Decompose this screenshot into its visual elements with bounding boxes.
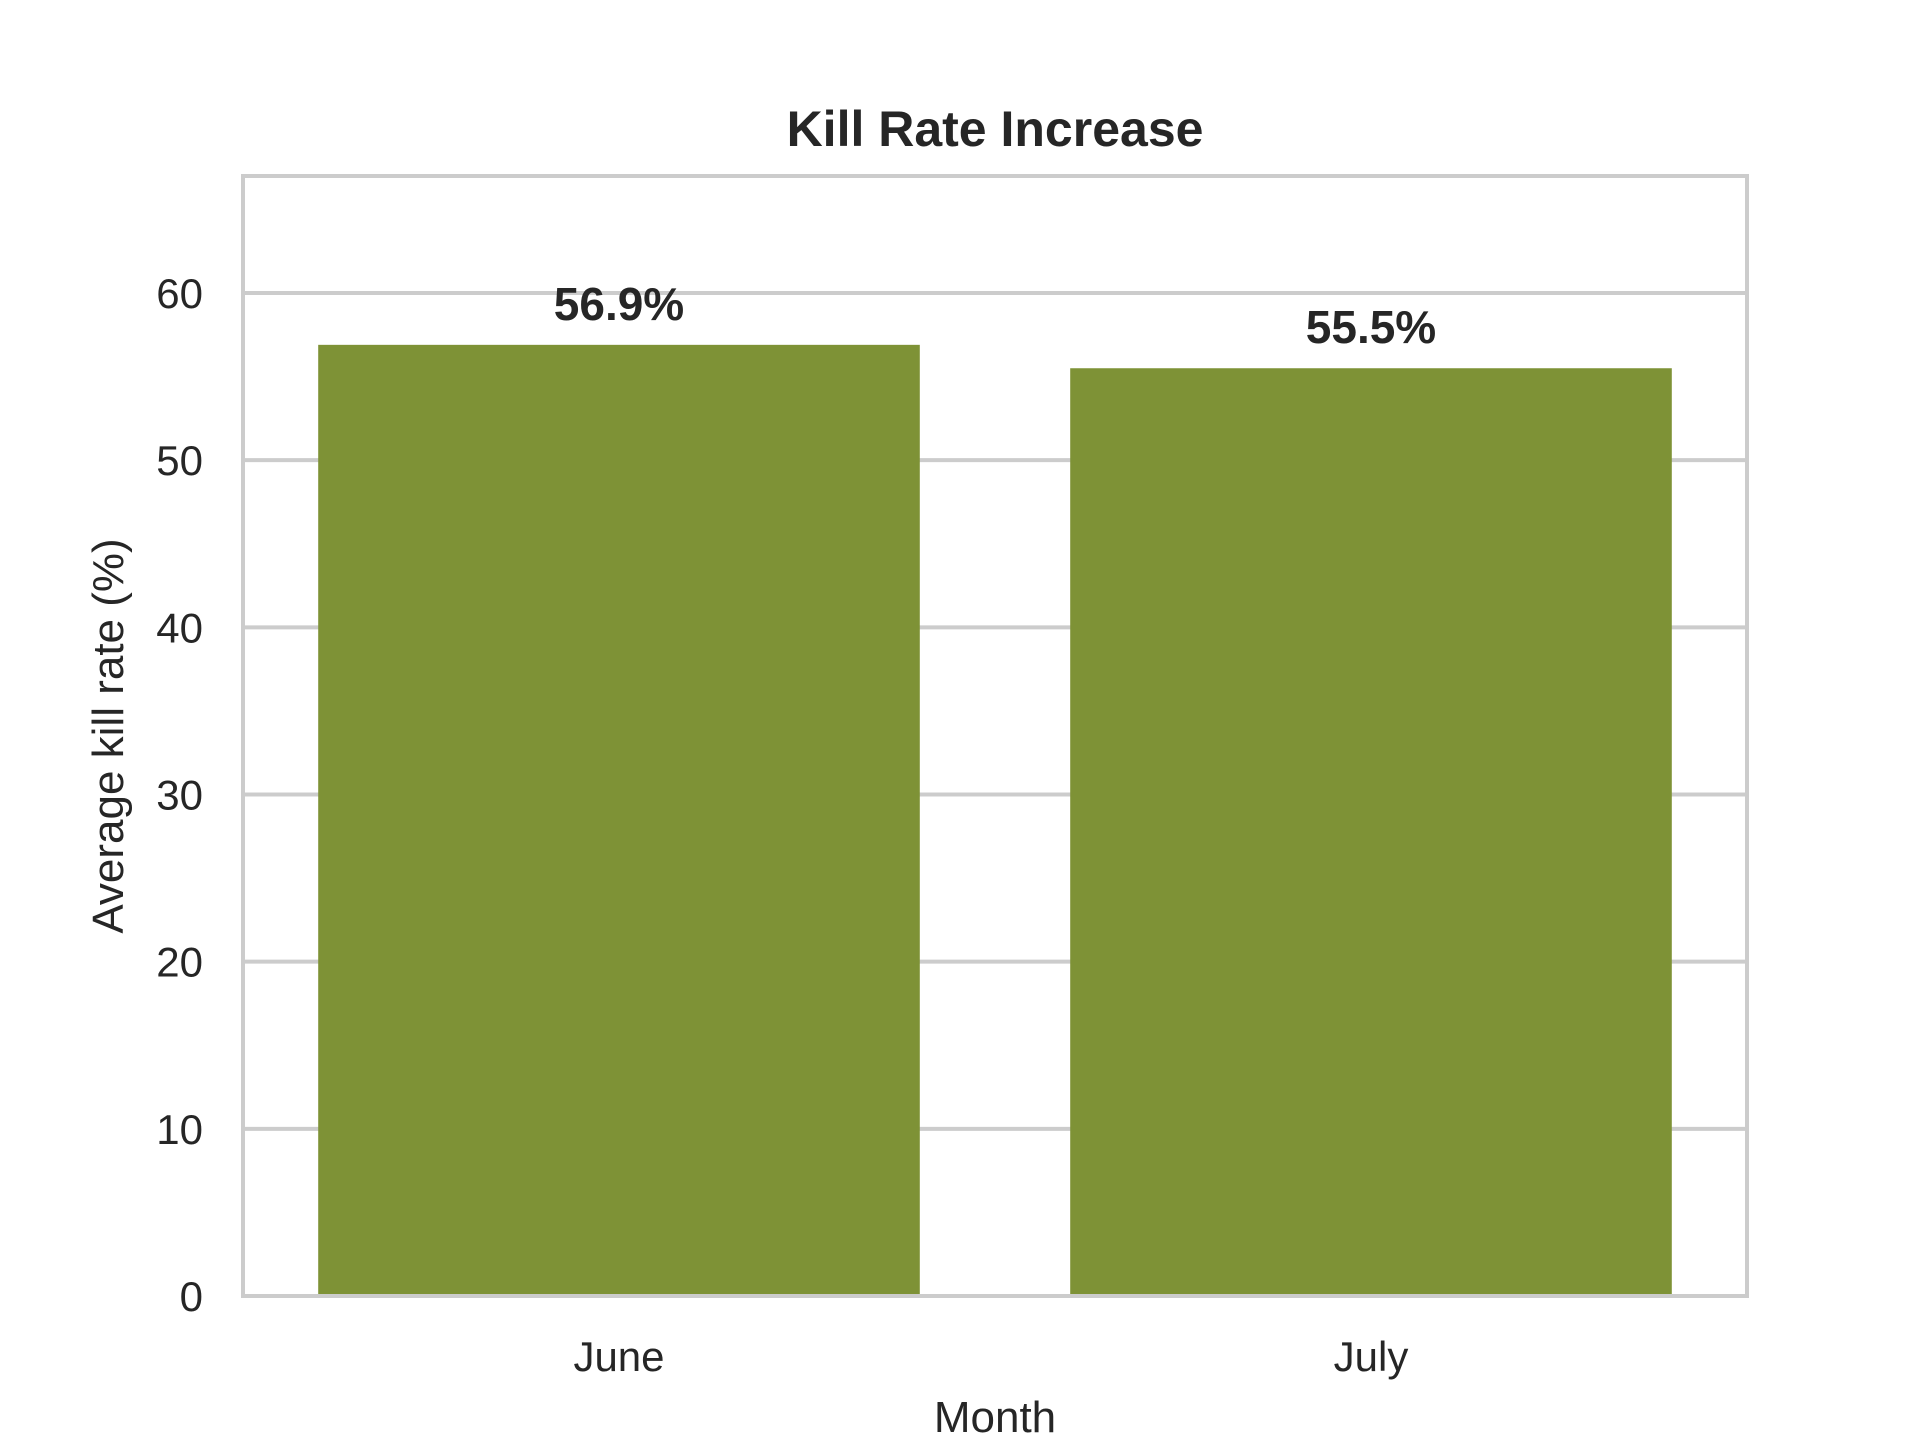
- x-tick-label: July: [1334, 1333, 1409, 1380]
- y-tick-label: 60: [156, 270, 203, 317]
- bars: [318, 344, 1672, 1297]
- data-label-june: 56.9%: [554, 278, 684, 330]
- data-labels: 56.9% 55.5%: [554, 278, 1436, 353]
- y-axis-ticks: 0 10 20 30 40 50 60: [156, 270, 203, 1320]
- y-tick-label: 10: [156, 1106, 203, 1153]
- y-tick-label: 20: [156, 939, 203, 986]
- plot-frame: [241, 174, 1749, 1298]
- x-tick-label: June: [573, 1333, 664, 1380]
- data-label-july: 55.5%: [1306, 301, 1436, 353]
- y-tick-label: 0: [180, 1273, 203, 1320]
- y-tick-label: 50: [156, 437, 203, 484]
- y-axis-label: Average kill rate (%): [84, 538, 133, 933]
- x-axis-label: Month: [934, 1393, 1056, 1440]
- chart-title: Kill Rate Increase: [787, 101, 1204, 157]
- bar-july: [1070, 368, 1672, 1297]
- bar-june: [318, 344, 920, 1296]
- y-tick-label: 30: [156, 772, 203, 819]
- x-axis-ticks: June July: [573, 1333, 1408, 1380]
- y-tick-label: 40: [156, 604, 203, 651]
